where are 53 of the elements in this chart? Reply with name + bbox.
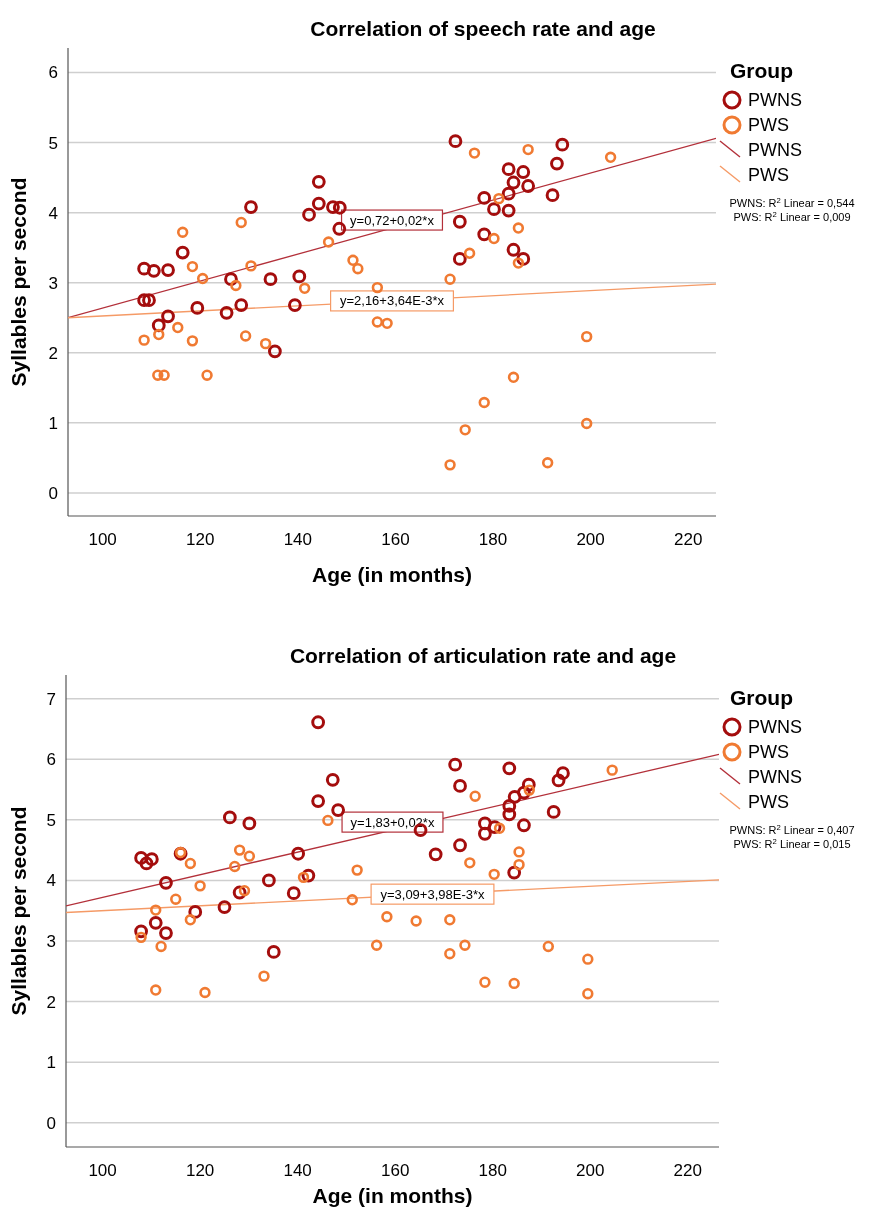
y-tick-label: 2 bbox=[46, 992, 56, 1012]
y-tick-label: 4 bbox=[48, 203, 58, 223]
legend-label: PWS bbox=[748, 115, 790, 136]
x-tick-label: 140 bbox=[283, 530, 313, 549]
annotation: y=2,16+3,64E-3*x bbox=[339, 293, 445, 309]
x-axis-title: Age (in months) bbox=[312, 1184, 473, 1207]
text: PWNS: R$^{2}$ Linear = 0,544 bbox=[729, 195, 855, 209]
x-tick-label: 120 bbox=[186, 530, 215, 549]
x-tick-label: 160 bbox=[380, 1161, 410, 1180]
x-tick-label: 220 bbox=[673, 1161, 702, 1180]
y-tick-label: 0 bbox=[46, 1113, 56, 1133]
annotation: y=1,83+0,02*x bbox=[350, 814, 435, 830]
legend-label: PWS bbox=[748, 742, 790, 763]
x-tick-label: 100 bbox=[88, 1161, 117, 1180]
x-tick-label: 140 bbox=[283, 1161, 312, 1180]
chart-title: Correlation of speech rate and age bbox=[310, 17, 656, 40]
y-tick-label: 1 bbox=[46, 1053, 56, 1073]
x-tick-label: 200 bbox=[576, 1161, 605, 1180]
text: PWNS: R$^{2}$ Linear = 0,407 bbox=[729, 822, 855, 836]
y-tick-label: 1 bbox=[48, 413, 58, 433]
legend-label: PWS bbox=[748, 792, 790, 813]
x-tick-label: 160 bbox=[381, 530, 410, 549]
text: PWS: R$^{2}$ Linear = 0,015 bbox=[733, 836, 851, 850]
x-tick-label: 220 bbox=[674, 530, 703, 549]
legend-label: PWNS bbox=[748, 140, 802, 161]
legend-title: Group bbox=[730, 59, 793, 82]
y-tick-label: 3 bbox=[48, 273, 58, 293]
legend-label: PWNS bbox=[748, 717, 802, 738]
legend-label: PWNS bbox=[748, 767, 802, 788]
legend-label: PWNS bbox=[748, 90, 802, 111]
y-tick-label: 5 bbox=[46, 810, 56, 830]
x-axis-title: Age (in months) bbox=[312, 563, 472, 586]
x-tick-label: 100 bbox=[88, 530, 117, 549]
annotation: y=3,09+3,98E-3*x bbox=[380, 886, 486, 902]
y-tick-label: 3 bbox=[46, 931, 56, 951]
y-tick-label: 6 bbox=[46, 750, 56, 770]
x-tick-label: 200 bbox=[576, 530, 605, 549]
y-tick-label: 7 bbox=[46, 689, 56, 709]
legend-label: PWS bbox=[748, 165, 790, 186]
y-axis-title: Syllables per second bbox=[7, 806, 30, 1016]
y-tick-label: 2 bbox=[48, 343, 58, 363]
x-tick-label: 180 bbox=[478, 530, 508, 549]
y-tick-label: 4 bbox=[46, 871, 56, 891]
annotation: y=0,72+0,02*x bbox=[350, 212, 435, 228]
y-tick-label: 6 bbox=[48, 63, 58, 83]
x-tick-label: 120 bbox=[185, 1161, 215, 1180]
x-tick-label: 180 bbox=[478, 1161, 507, 1180]
legend-title: Group bbox=[730, 686, 793, 709]
y-tick-label: 0 bbox=[48, 483, 58, 503]
text: PWS: R$^{2}$ Linear = 0,009 bbox=[733, 209, 851, 223]
y-tick-label: 5 bbox=[48, 133, 58, 153]
chart-title: Correlation of articulation rate and age bbox=[289, 644, 677, 667]
y-axis-title: Syllables per second bbox=[7, 177, 30, 387]
